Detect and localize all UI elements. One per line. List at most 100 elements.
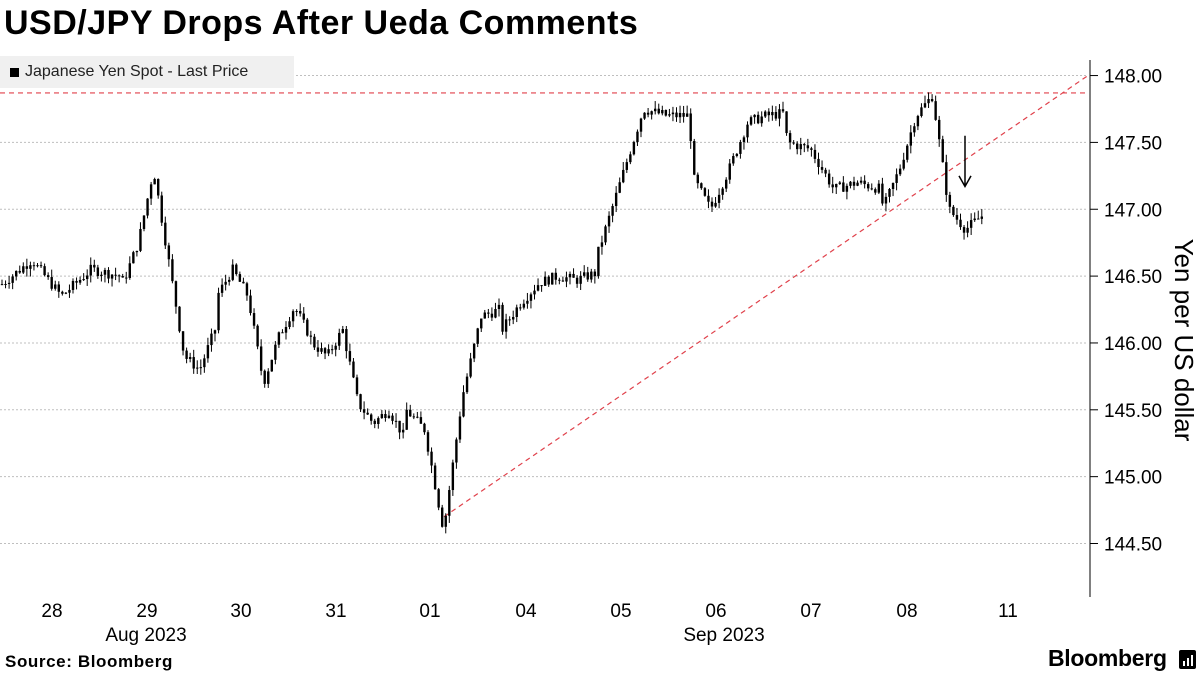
- candle-body: [82, 279, 85, 281]
- candle-body: [650, 111, 653, 115]
- candle-body: [43, 266, 46, 276]
- candle-body: [618, 182, 621, 193]
- candle-body: [551, 272, 554, 285]
- bloomberg-terminal-icon: [1179, 650, 1196, 669]
- candle-body: [721, 188, 724, 195]
- down-arrow: [958, 135, 972, 189]
- candle-body: [554, 272, 557, 280]
- candle-body: [142, 215, 146, 229]
- candle-body: [199, 367, 202, 369]
- candle-body: [242, 281, 245, 284]
- candle-body: [387, 415, 391, 418]
- y-tick-label: 145.50: [1104, 401, 1162, 422]
- candle-body: [717, 194, 721, 203]
- candle-body: [952, 206, 955, 216]
- candle-body: [856, 182, 859, 186]
- candle-body: [4, 283, 7, 285]
- candle-body: [153, 179, 156, 185]
- candle-body: [536, 285, 540, 291]
- candle-body: [46, 275, 50, 278]
- candle-body: [799, 144, 802, 150]
- candle-body: [962, 227, 966, 233]
- candle-body: [412, 416, 415, 418]
- candle-body: [352, 361, 355, 378]
- candle-body: [622, 169, 625, 183]
- candle-body: [558, 279, 561, 281]
- candle-body: [494, 308, 497, 318]
- candle-body: [973, 218, 976, 221]
- candle-body: [774, 111, 778, 119]
- candle-body: [842, 182, 845, 192]
- candle-body: [355, 377, 359, 395]
- x-tick-label: 06: [705, 601, 726, 622]
- candle-body: [437, 489, 440, 508]
- candle-body: [252, 313, 256, 326]
- candle-body: [405, 409, 408, 430]
- candle-body: [327, 349, 330, 354]
- candle-body: [504, 319, 508, 332]
- candle-body: [707, 195, 710, 202]
- candle-body: [643, 112, 646, 119]
- candle-body: [614, 192, 618, 207]
- candle-body: [469, 358, 472, 377]
- candle-body: [838, 182, 841, 184]
- candle-body: [149, 184, 153, 199]
- x-tick-label: 30: [230, 601, 251, 622]
- candle-body: [632, 142, 636, 155]
- candle-body: [444, 515, 447, 527]
- candle-body: [107, 269, 110, 279]
- candle-body: [930, 99, 934, 102]
- x-tick-label: 01: [419, 601, 440, 622]
- candle-body: [767, 111, 770, 116]
- candle-body: [906, 145, 909, 160]
- candle-body: [433, 465, 437, 490]
- candle-body: [75, 280, 78, 283]
- candle-body: [753, 114, 756, 118]
- candle-body: [756, 114, 760, 124]
- candle-body: [732, 156, 735, 164]
- candle-body: [281, 332, 284, 334]
- candle-body: [366, 412, 369, 415]
- grid-layer: [0, 75, 1088, 544]
- candle-body: [196, 367, 199, 369]
- candle-body: [867, 184, 870, 189]
- candle-body: [306, 319, 309, 336]
- candle-body: [725, 179, 728, 189]
- candle-body: [455, 439, 458, 463]
- candle-body: [7, 282, 11, 284]
- candle-body: [36, 265, 39, 267]
- candle-body: [384, 414, 387, 418]
- candle-body: [341, 329, 344, 333]
- candle-body: [796, 143, 799, 150]
- candle-body: [284, 326, 288, 333]
- candle-body: [210, 333, 213, 346]
- candle-body: [607, 215, 611, 227]
- candle-body: [25, 266, 29, 269]
- candle-body: [362, 409, 366, 413]
- candle-body: [121, 276, 124, 278]
- candle-body: [600, 242, 604, 247]
- candle-body: [93, 264, 96, 268]
- candle-body: [345, 329, 348, 352]
- candle-body: [863, 180, 866, 185]
- candle-body: [29, 265, 32, 269]
- candle-body: [689, 113, 692, 142]
- candle-body: [874, 189, 877, 193]
- candle-body: [710, 201, 714, 207]
- candle-body: [103, 269, 107, 275]
- candle-body: [313, 336, 316, 348]
- candle-body: [920, 107, 923, 117]
- candle-body: [845, 185, 849, 192]
- candle-body: [884, 196, 888, 204]
- candle-body: [430, 451, 433, 466]
- candle-body: [611, 206, 614, 216]
- candle-body: [128, 263, 131, 278]
- candle-body: [572, 273, 575, 278]
- legend-swatch: [10, 67, 19, 77]
- candle-body: [788, 133, 792, 143]
- candle-body: [806, 145, 810, 149]
- candle-body: [78, 279, 82, 283]
- candle-body: [948, 194, 952, 207]
- annotation-layer: [0, 75, 1089, 518]
